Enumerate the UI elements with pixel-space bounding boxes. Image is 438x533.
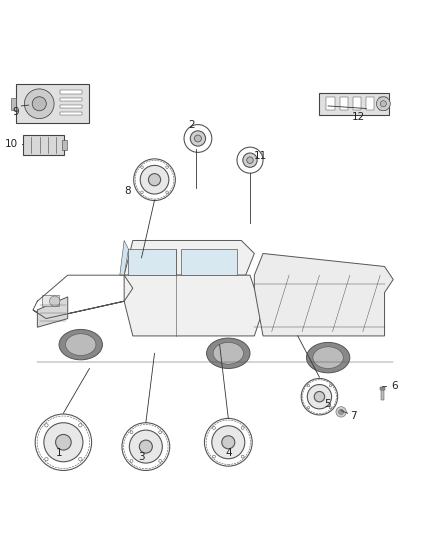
Bar <box>353 97 361 110</box>
Circle shape <box>247 157 253 164</box>
Circle shape <box>129 430 162 463</box>
Bar <box>366 97 374 110</box>
Bar <box>60 91 82 94</box>
Polygon shape <box>33 275 263 336</box>
Ellipse shape <box>313 347 343 368</box>
Text: 10: 10 <box>5 139 18 149</box>
Circle shape <box>336 407 346 417</box>
Circle shape <box>314 391 325 402</box>
Ellipse shape <box>66 334 96 356</box>
Polygon shape <box>37 297 68 327</box>
Circle shape <box>45 457 48 461</box>
Text: 12: 12 <box>352 112 365 123</box>
Bar <box>62 140 67 150</box>
Text: 6: 6 <box>391 381 398 391</box>
Polygon shape <box>254 254 393 336</box>
Text: 2: 2 <box>188 120 195 130</box>
Ellipse shape <box>207 338 250 368</box>
Bar <box>379 97 388 110</box>
Bar <box>60 98 82 101</box>
Circle shape <box>159 431 162 434</box>
Bar <box>339 97 348 110</box>
Text: 4: 4 <box>225 448 232 458</box>
Circle shape <box>190 131 205 146</box>
Circle shape <box>79 424 82 427</box>
Circle shape <box>45 424 48 427</box>
Circle shape <box>212 426 245 459</box>
Bar <box>11 98 16 110</box>
Circle shape <box>307 384 332 409</box>
Circle shape <box>339 409 344 415</box>
Circle shape <box>241 455 244 458</box>
Circle shape <box>141 166 143 168</box>
Bar <box>326 97 335 110</box>
Bar <box>319 93 389 115</box>
Circle shape <box>329 385 332 387</box>
Circle shape <box>79 457 82 461</box>
Circle shape <box>329 407 332 409</box>
Circle shape <box>307 385 310 387</box>
Circle shape <box>222 436 235 449</box>
Circle shape <box>376 97 390 111</box>
Circle shape <box>212 426 215 430</box>
Bar <box>60 111 82 116</box>
Polygon shape <box>124 240 254 275</box>
Circle shape <box>139 440 152 453</box>
Circle shape <box>243 153 257 167</box>
Text: 3: 3 <box>138 452 145 462</box>
Circle shape <box>49 296 60 306</box>
Circle shape <box>140 165 169 194</box>
Circle shape <box>212 455 215 458</box>
Circle shape <box>166 191 168 193</box>
Circle shape <box>380 101 386 107</box>
Text: 5: 5 <box>324 399 330 409</box>
Bar <box>42 295 59 305</box>
Bar <box>23 134 64 156</box>
Circle shape <box>166 166 168 168</box>
Text: 1: 1 <box>56 448 62 458</box>
Circle shape <box>159 459 162 463</box>
Text: 9: 9 <box>13 108 19 117</box>
Bar <box>381 390 384 400</box>
Text: 8: 8 <box>124 185 131 196</box>
Circle shape <box>148 174 161 186</box>
Bar <box>16 84 89 123</box>
Text: 7: 7 <box>350 411 357 421</box>
Bar <box>60 104 82 108</box>
Circle shape <box>130 431 133 434</box>
Circle shape <box>241 426 244 430</box>
Circle shape <box>130 459 133 463</box>
Circle shape <box>25 89 54 119</box>
Circle shape <box>32 96 46 111</box>
Circle shape <box>56 434 71 450</box>
Ellipse shape <box>59 329 102 360</box>
Circle shape <box>44 423 83 462</box>
Polygon shape <box>180 249 237 275</box>
Ellipse shape <box>307 342 350 373</box>
Polygon shape <box>128 249 176 275</box>
Circle shape <box>307 407 310 409</box>
Circle shape <box>194 135 201 142</box>
Polygon shape <box>120 240 128 275</box>
Bar <box>380 387 385 390</box>
Text: 11: 11 <box>254 151 267 161</box>
Circle shape <box>141 191 143 193</box>
Ellipse shape <box>213 342 244 364</box>
